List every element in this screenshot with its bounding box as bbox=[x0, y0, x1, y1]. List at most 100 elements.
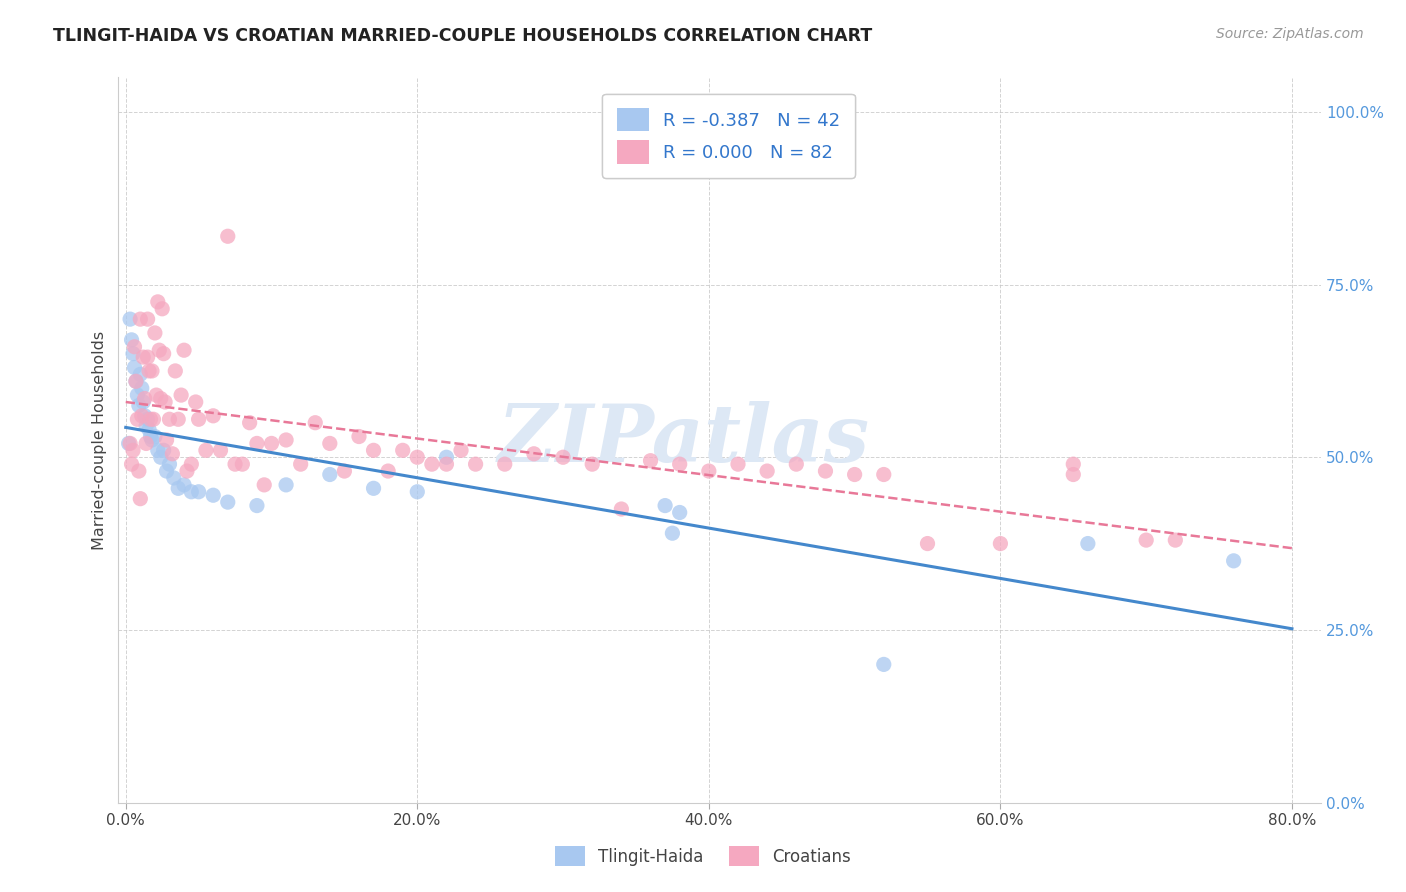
Point bbox=[136, 350, 159, 364]
Point bbox=[217, 229, 239, 244]
Point bbox=[202, 409, 225, 423]
Point bbox=[873, 467, 896, 482]
Point bbox=[120, 312, 142, 326]
Point bbox=[406, 484, 429, 499]
Point bbox=[146, 443, 169, 458]
Point bbox=[523, 447, 546, 461]
Point bbox=[163, 471, 186, 485]
Point bbox=[139, 412, 162, 426]
Point bbox=[420, 457, 443, 471]
Point bbox=[209, 443, 232, 458]
Point bbox=[129, 368, 152, 382]
Point bbox=[145, 388, 167, 402]
Point bbox=[143, 429, 166, 443]
Point bbox=[274, 478, 297, 492]
Point bbox=[167, 481, 190, 495]
Point bbox=[756, 464, 779, 478]
Point bbox=[253, 478, 276, 492]
Point bbox=[184, 395, 207, 409]
Point bbox=[464, 457, 486, 471]
Point bbox=[610, 502, 633, 516]
Point bbox=[319, 467, 342, 482]
Point bbox=[153, 395, 176, 409]
Point bbox=[128, 464, 150, 478]
Point bbox=[143, 326, 166, 340]
Point bbox=[134, 409, 156, 423]
Point bbox=[697, 464, 720, 478]
Point bbox=[121, 333, 143, 347]
Point bbox=[131, 381, 153, 395]
Point bbox=[917, 536, 939, 550]
Point bbox=[436, 457, 458, 471]
Point bbox=[654, 499, 676, 513]
Point bbox=[347, 429, 370, 443]
Point bbox=[138, 364, 160, 378]
Point bbox=[170, 388, 193, 402]
Point bbox=[135, 419, 157, 434]
Point bbox=[1062, 457, 1084, 471]
Point bbox=[124, 340, 146, 354]
Point bbox=[132, 395, 155, 409]
Point bbox=[141, 433, 163, 447]
Point bbox=[165, 364, 187, 378]
Point bbox=[406, 450, 429, 465]
Point bbox=[122, 346, 145, 360]
Legend: Tlingit-Haida, Croatians: Tlingit-Haida, Croatians bbox=[548, 839, 858, 873]
Point bbox=[141, 364, 163, 378]
Point bbox=[727, 457, 749, 471]
Text: TLINGIT-HAIDA VS CROATIAN MARRIED-COUPLE HOUSEHOLDS CORRELATION CHART: TLINGIT-HAIDA VS CROATIAN MARRIED-COUPLE… bbox=[53, 27, 873, 45]
Point bbox=[173, 478, 195, 492]
Point bbox=[124, 360, 146, 375]
Point bbox=[873, 657, 896, 672]
Point bbox=[149, 392, 172, 406]
Point bbox=[127, 412, 149, 426]
Point bbox=[246, 436, 269, 450]
Point bbox=[785, 457, 807, 471]
Text: ZIPatlas: ZIPatlas bbox=[498, 401, 870, 479]
Point bbox=[162, 447, 184, 461]
Text: Source: ZipAtlas.com: Source: ZipAtlas.com bbox=[1216, 27, 1364, 41]
Point bbox=[125, 374, 148, 388]
Point bbox=[159, 412, 181, 426]
Point bbox=[304, 416, 326, 430]
Point bbox=[159, 457, 181, 471]
Y-axis label: Married-couple Households: Married-couple Households bbox=[93, 330, 107, 549]
Point bbox=[122, 443, 145, 458]
Point bbox=[668, 506, 690, 520]
Point bbox=[121, 457, 143, 471]
Point bbox=[128, 399, 150, 413]
Point bbox=[217, 495, 239, 509]
Point bbox=[176, 464, 198, 478]
Point bbox=[139, 429, 162, 443]
Point bbox=[155, 433, 177, 447]
Point bbox=[581, 457, 603, 471]
Point bbox=[173, 343, 195, 358]
Point bbox=[127, 388, 149, 402]
Point bbox=[1222, 554, 1244, 568]
Point bbox=[142, 412, 165, 426]
Point bbox=[194, 443, 217, 458]
Point bbox=[136, 312, 159, 326]
Point bbox=[844, 467, 866, 482]
Point bbox=[150, 301, 173, 316]
Point bbox=[333, 464, 356, 478]
Point bbox=[990, 536, 1012, 550]
Point bbox=[136, 412, 159, 426]
Point bbox=[450, 443, 472, 458]
Point bbox=[152, 346, 174, 360]
Point bbox=[1135, 533, 1157, 548]
Point bbox=[202, 488, 225, 502]
Point bbox=[167, 412, 190, 426]
Legend: R = -0.387   N = 42, R = 0.000   N = 82: R = -0.387 N = 42, R = 0.000 N = 82 bbox=[602, 94, 855, 178]
Point bbox=[231, 457, 253, 471]
Point bbox=[1164, 533, 1187, 548]
Point bbox=[138, 423, 160, 437]
Point bbox=[180, 457, 202, 471]
Point bbox=[120, 436, 142, 450]
Point bbox=[260, 436, 283, 450]
Point bbox=[494, 457, 516, 471]
Point bbox=[274, 433, 297, 447]
Point bbox=[224, 457, 246, 471]
Point bbox=[319, 436, 342, 450]
Point bbox=[640, 453, 662, 467]
